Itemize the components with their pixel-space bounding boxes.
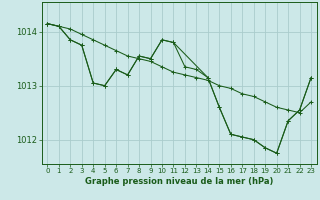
X-axis label: Graphe pression niveau de la mer (hPa): Graphe pression niveau de la mer (hPa)	[85, 177, 273, 186]
